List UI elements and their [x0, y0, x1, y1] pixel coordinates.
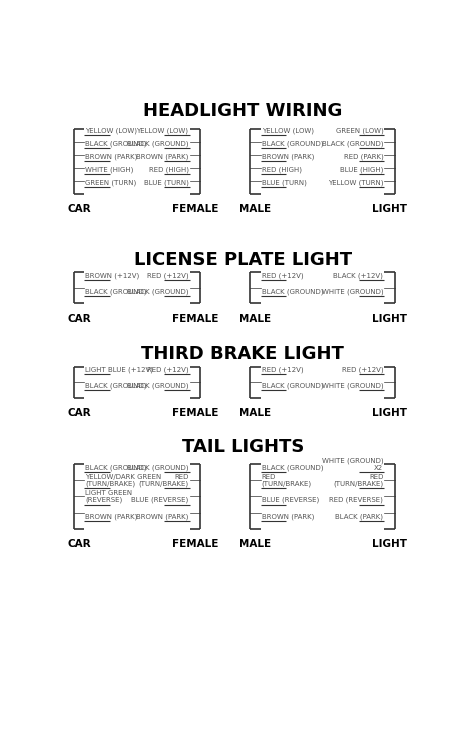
Text: BLACK (PARK): BLACK (PARK)	[335, 513, 383, 520]
Text: RED (+12V): RED (+12V)	[147, 367, 189, 373]
Text: RED
(TURN/BRAKE): RED (TURN/BRAKE)	[262, 474, 312, 488]
Text: FEMALE: FEMALE	[172, 313, 218, 324]
Text: MALE: MALE	[239, 203, 272, 214]
Text: BLUE (HIGH): BLUE (HIGH)	[340, 166, 383, 173]
Text: CAR: CAR	[67, 313, 91, 324]
Text: RED
(TURN/BRAKE): RED (TURN/BRAKE)	[138, 474, 189, 488]
Text: RED (REVERSE): RED (REVERSE)	[329, 497, 383, 504]
Text: WHITE (HIGH): WHITE (HIGH)	[85, 166, 134, 173]
Text: BLACK (GROUND): BLACK (GROUND)	[85, 382, 147, 389]
Text: CAR: CAR	[67, 408, 91, 418]
Text: BLACK (GROUND): BLACK (GROUND)	[262, 141, 323, 147]
Text: MALE: MALE	[239, 539, 272, 549]
Text: BROWN (PARK): BROWN (PARK)	[262, 154, 314, 160]
Text: BROWN (PARK): BROWN (PARK)	[136, 154, 189, 160]
Text: BROWN (PARK): BROWN (PARK)	[262, 513, 314, 520]
Text: MALE: MALE	[239, 313, 272, 324]
Text: BROWN (PARK): BROWN (PARK)	[136, 513, 189, 520]
Text: GREEN (TURN): GREEN (TURN)	[85, 179, 137, 186]
Text: BROWN (PARK): BROWN (PARK)	[85, 513, 138, 520]
Text: BLACK (GROUND): BLACK (GROUND)	[262, 465, 323, 471]
Text: LIGHT: LIGHT	[372, 313, 407, 324]
Text: BLACK (GROUND): BLACK (GROUND)	[127, 382, 189, 389]
Text: BLACK (GROUND): BLACK (GROUND)	[322, 141, 383, 147]
Text: BROWN (PARK): BROWN (PARK)	[85, 154, 138, 160]
Text: RED (HIGH): RED (HIGH)	[262, 166, 301, 173]
Text: BLACK (GROUND): BLACK (GROUND)	[85, 465, 147, 471]
Text: FEMALE: FEMALE	[172, 408, 218, 418]
Text: BROWN (+12V): BROWN (+12V)	[85, 272, 139, 279]
Text: WHITE (GROUND)
X2: WHITE (GROUND) X2	[322, 458, 383, 471]
Text: THIRD BRAKE LIGHT: THIRD BRAKE LIGHT	[141, 346, 345, 363]
Text: BLACK (+12V): BLACK (+12V)	[333, 272, 383, 279]
Text: YELLOW (LOW): YELLOW (LOW)	[85, 127, 137, 134]
Text: YELLOW (TURN): YELLOW (TURN)	[328, 179, 383, 186]
Text: BLACK (GROUND): BLACK (GROUND)	[127, 288, 189, 294]
Text: BLACK (GROUND): BLACK (GROUND)	[262, 382, 323, 389]
Text: BLACK (GROUND): BLACK (GROUND)	[127, 141, 189, 147]
Text: YELLOW (LOW): YELLOW (LOW)	[262, 127, 314, 134]
Text: LIGHT BLUE (+12V): LIGHT BLUE (+12V)	[85, 367, 153, 373]
Text: BLACK (GROUND): BLACK (GROUND)	[262, 288, 323, 294]
Text: FEMALE: FEMALE	[172, 539, 218, 549]
Text: RED (+12V): RED (+12V)	[262, 367, 303, 373]
Text: HEADLIGHT WIRING: HEADLIGHT WIRING	[143, 102, 343, 121]
Text: CAR: CAR	[67, 539, 91, 549]
Text: LIGHT: LIGHT	[372, 408, 407, 418]
Text: YELLOW (LOW): YELLOW (LOW)	[137, 127, 189, 134]
Text: CAR: CAR	[67, 203, 91, 214]
Text: GREEN (LOW): GREEN (LOW)	[336, 127, 383, 134]
Text: YELLOW/DARK GREEN
(TURN/BRAKE): YELLOW/DARK GREEN (TURN/BRAKE)	[85, 474, 162, 488]
Text: LIGHT GREEN
(REVERSE): LIGHT GREEN (REVERSE)	[85, 490, 132, 504]
Text: LIGHT: LIGHT	[372, 539, 407, 549]
Text: RED (+12V): RED (+12V)	[262, 272, 303, 279]
Text: WHITE (GROUND): WHITE (GROUND)	[322, 288, 383, 294]
Text: BLUE (TURN): BLUE (TURN)	[262, 179, 307, 186]
Text: FEMALE: FEMALE	[172, 203, 218, 214]
Text: BLACK (GROUND): BLACK (GROUND)	[85, 288, 147, 294]
Text: BLACK (GROUND): BLACK (GROUND)	[127, 465, 189, 471]
Text: MALE: MALE	[239, 408, 272, 418]
Text: BLUE (TURN): BLUE (TURN)	[144, 179, 189, 186]
Text: WHITE (GROUND): WHITE (GROUND)	[322, 382, 383, 389]
Text: RED (+12V): RED (+12V)	[147, 272, 189, 279]
Text: BLACK (GROUND): BLACK (GROUND)	[85, 141, 147, 147]
Text: RED (HIGH): RED (HIGH)	[148, 166, 189, 173]
Text: BLUE (REVERSE): BLUE (REVERSE)	[262, 497, 319, 504]
Text: RED (PARK): RED (PARK)	[344, 154, 383, 160]
Text: RED (+12V): RED (+12V)	[342, 367, 383, 373]
Text: RED
(TURN/BRAKE): RED (TURN/BRAKE)	[333, 474, 383, 488]
Text: TAIL LIGHTS: TAIL LIGHTS	[182, 438, 304, 457]
Text: LICENSE PLATE LIGHT: LICENSE PLATE LIGHT	[134, 251, 352, 269]
Text: BLUE (REVERSE): BLUE (REVERSE)	[131, 497, 189, 504]
Text: LIGHT: LIGHT	[372, 203, 407, 214]
